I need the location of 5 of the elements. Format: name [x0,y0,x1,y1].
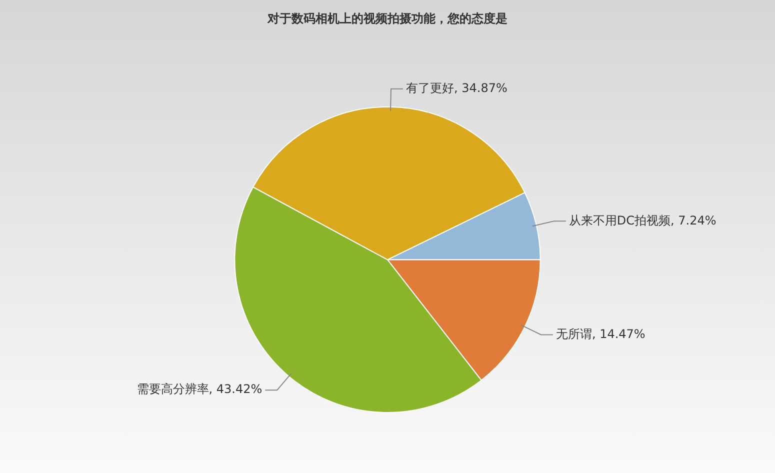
slice-label: 从来不用DC拍视频, 7.24% [568,213,716,228]
slice-label: 需要高分辨率, 43.42% [136,382,262,396]
slice-label: 无所谓, 14.47% [556,326,646,341]
slice-label: 有了更好, 34.87% [406,81,508,96]
chart-title: 对于数码相机上的视频拍摄功能，您的态度是 [266,11,508,26]
